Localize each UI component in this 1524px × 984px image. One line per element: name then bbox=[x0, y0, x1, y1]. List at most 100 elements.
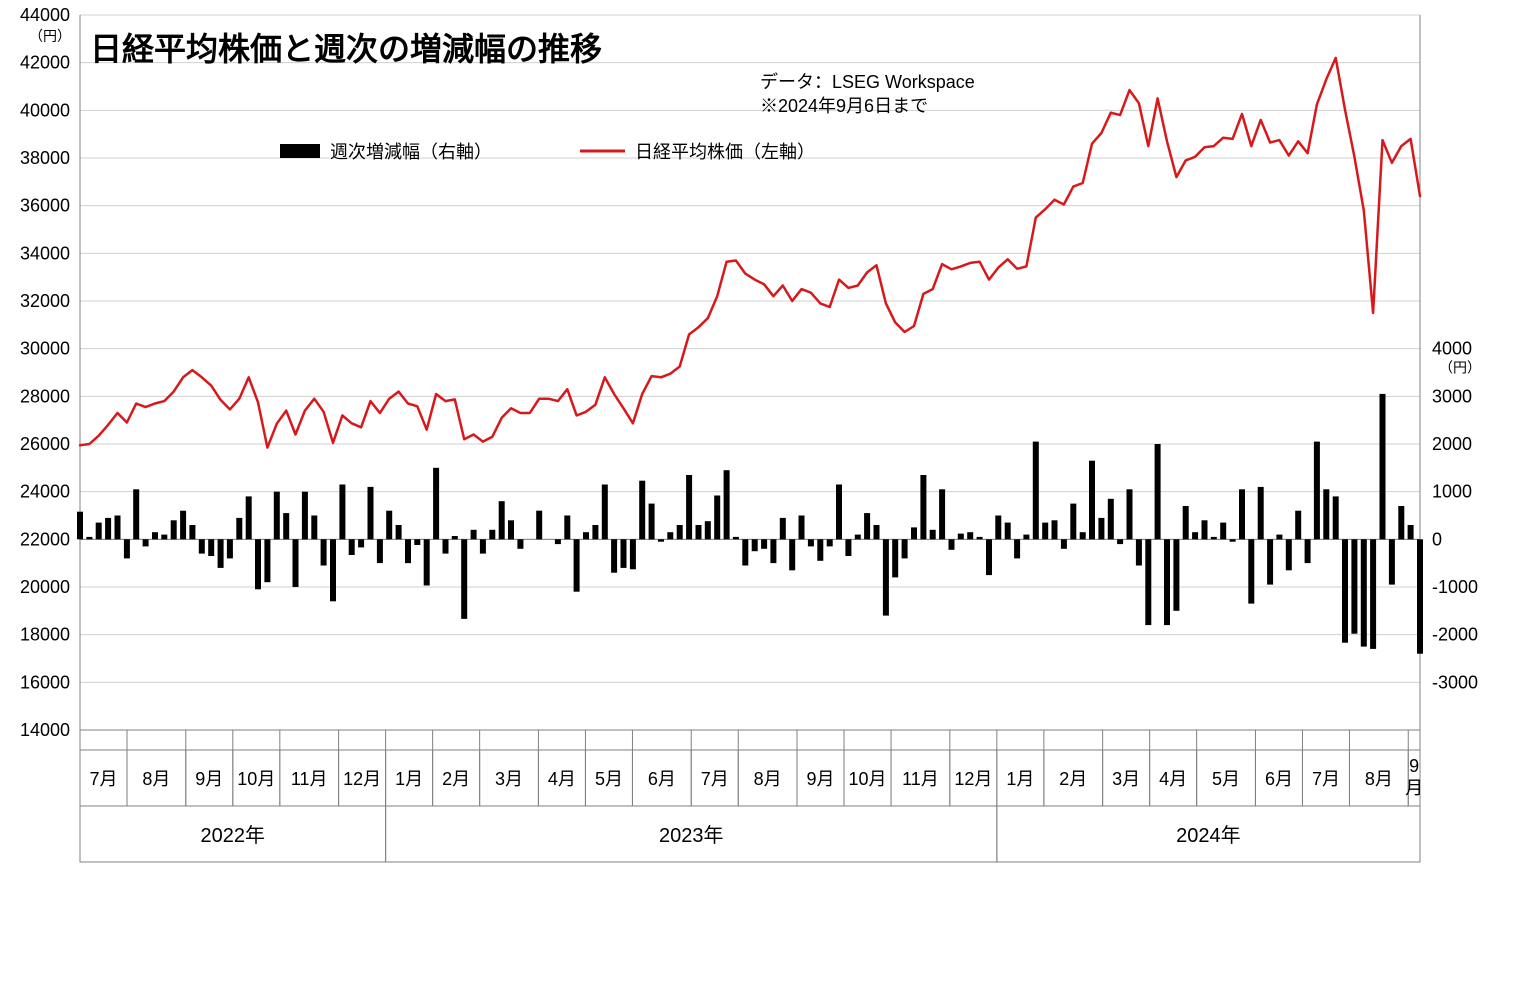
weekly-change-bar bbox=[1333, 496, 1339, 539]
weekly-change-bar bbox=[321, 539, 327, 565]
weekly-change-bar bbox=[817, 539, 823, 561]
weekly-change-bar bbox=[714, 496, 720, 540]
month-label: 5月 bbox=[595, 769, 623, 789]
weekly-change-bar bbox=[902, 539, 908, 558]
month-label: 9月 bbox=[195, 769, 223, 789]
weekly-change-bar bbox=[855, 535, 861, 540]
weekly-change-bar bbox=[649, 504, 655, 540]
weekly-change-bar bbox=[1192, 532, 1198, 539]
weekly-change-bar bbox=[1370, 539, 1376, 649]
weekly-change-bar bbox=[770, 539, 776, 563]
weekly-change-bar bbox=[574, 539, 580, 591]
weekly-change-bar bbox=[180, 511, 186, 540]
weekly-change-bar bbox=[808, 539, 814, 546]
weekly-change-bar bbox=[602, 485, 608, 540]
right-axis-tick-label: -1000 bbox=[1432, 577, 1478, 597]
weekly-change-bar bbox=[246, 496, 252, 539]
weekly-change-bar bbox=[264, 539, 270, 582]
weekly-change-bar bbox=[1061, 539, 1067, 549]
weekly-change-bar bbox=[892, 539, 898, 577]
left-axis-unit: （円） bbox=[29, 28, 71, 44]
weekly-change-bar bbox=[1080, 532, 1086, 539]
weekly-change-bar bbox=[677, 525, 683, 539]
weekly-change-bar bbox=[1286, 539, 1292, 570]
weekly-change-bar bbox=[255, 539, 261, 589]
month-label: 12月 bbox=[954, 769, 992, 789]
weekly-change-bar bbox=[330, 539, 336, 601]
weekly-change-bar bbox=[958, 534, 964, 540]
weekly-change-bar bbox=[1070, 504, 1076, 540]
weekly-change-bar bbox=[489, 530, 495, 540]
weekly-change-bar bbox=[1361, 539, 1367, 646]
month-label: 6月 bbox=[648, 769, 676, 789]
weekly-change-bar bbox=[133, 489, 139, 539]
weekly-change-bar bbox=[452, 536, 458, 539]
weekly-change-bar bbox=[471, 530, 477, 540]
weekly-change-bar bbox=[752, 539, 758, 551]
weekly-change-bar bbox=[86, 537, 92, 539]
right-axis-tick-label: -3000 bbox=[1432, 672, 1478, 692]
weekly-change-bar bbox=[218, 539, 224, 568]
weekly-change-bar bbox=[592, 525, 598, 539]
left-axis-tick-label: 40000 bbox=[20, 100, 70, 120]
month-label: 3月 bbox=[495, 769, 523, 789]
weekly-change-bar bbox=[874, 525, 880, 539]
month-label: 12月 bbox=[343, 769, 381, 789]
weekly-change-bar bbox=[555, 539, 561, 544]
chart-svg: 1400016000180002000022000240002600028000… bbox=[0, 0, 1524, 984]
month-label: 4月 bbox=[1159, 769, 1187, 789]
left-axis-tick-label: 26000 bbox=[20, 434, 70, 454]
weekly-change-bar bbox=[949, 539, 955, 550]
weekly-change-bar bbox=[386, 511, 392, 540]
month-label: 11月 bbox=[291, 769, 328, 789]
weekly-change-bar bbox=[461, 539, 467, 619]
weekly-change-bar bbox=[311, 516, 317, 540]
weekly-change-bar bbox=[1127, 489, 1133, 539]
weekly-change-bar bbox=[1239, 489, 1245, 539]
weekly-change-bar bbox=[977, 537, 983, 539]
weekly-change-bar bbox=[283, 513, 289, 539]
left-axis-tick-label: 14000 bbox=[20, 720, 70, 740]
left-axis-tick-label: 44000 bbox=[20, 5, 70, 25]
weekly-change-bar bbox=[845, 539, 851, 556]
weekly-change-bar bbox=[236, 518, 242, 540]
year-label: 2023年 bbox=[659, 824, 724, 847]
weekly-change-bar bbox=[1211, 537, 1217, 539]
weekly-change-bar bbox=[621, 539, 627, 568]
month-label: 2月 bbox=[1059, 769, 1087, 789]
weekly-change-bar bbox=[536, 511, 542, 540]
weekly-change-bar bbox=[1173, 539, 1179, 611]
right-axis-unit: （円） bbox=[1439, 360, 1481, 376]
month-label: 10月 bbox=[237, 769, 275, 789]
month-label: 8月 bbox=[754, 769, 782, 789]
left-axis-tick-label: 20000 bbox=[20, 577, 70, 597]
weekly-change-bar bbox=[227, 539, 233, 558]
weekly-change-bar bbox=[995, 516, 1001, 540]
left-axis-tick-label: 34000 bbox=[20, 243, 70, 263]
weekly-change-bar bbox=[433, 468, 439, 540]
month-label: 8月 bbox=[142, 769, 170, 789]
right-axis-tick-label: 1000 bbox=[1432, 482, 1472, 502]
weekly-change-bar bbox=[1220, 523, 1226, 540]
weekly-change-bar bbox=[1145, 539, 1151, 625]
year-label: 2024年 bbox=[1176, 824, 1241, 847]
weekly-change-bar bbox=[836, 485, 842, 540]
weekly-change-bar bbox=[1323, 489, 1329, 539]
weekly-change-bar bbox=[115, 516, 121, 540]
weekly-change-bar bbox=[1351, 539, 1357, 633]
weekly-change-bar bbox=[368, 487, 374, 539]
weekly-change-bar bbox=[1389, 539, 1395, 584]
weekly-change-bar bbox=[733, 537, 739, 539]
weekly-change-bar bbox=[799, 516, 805, 540]
weekly-change-bar bbox=[696, 525, 702, 539]
month-label: 10月 bbox=[849, 769, 887, 789]
weekly-change-bar bbox=[630, 539, 636, 569]
weekly-change-bar bbox=[443, 539, 449, 553]
weekly-change-bar bbox=[508, 520, 514, 539]
right-axis-tick-label: 4000 bbox=[1432, 339, 1472, 359]
weekly-change-bar bbox=[499, 501, 505, 539]
left-axis-tick-label: 42000 bbox=[20, 53, 70, 73]
weekly-change-bar bbox=[302, 492, 308, 540]
weekly-change-bar bbox=[742, 539, 748, 565]
weekly-change-bar bbox=[1155, 444, 1161, 539]
